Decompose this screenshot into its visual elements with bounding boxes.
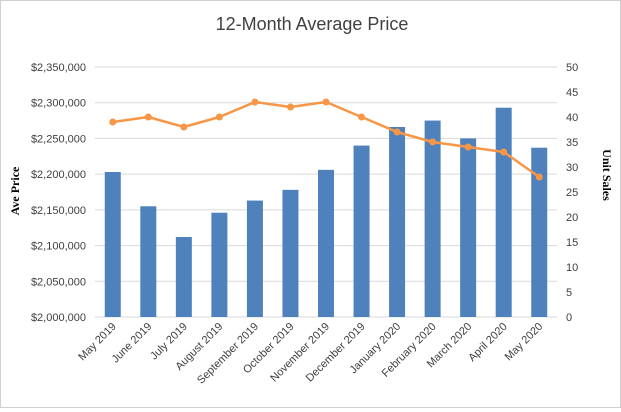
chart-title: 12-Month Average Price xyxy=(216,14,409,34)
bar xyxy=(318,169,334,317)
left-tick-label: $2,150,000 xyxy=(31,205,86,217)
right-tick-label: 50 xyxy=(566,62,578,74)
left-axis-title: Ave Price xyxy=(8,166,22,215)
right-tick-label: 0 xyxy=(566,312,572,324)
bar xyxy=(353,145,370,317)
line-series xyxy=(109,98,543,181)
left-tick-label: $2,300,000 xyxy=(31,98,86,110)
bar xyxy=(531,147,548,317)
bar xyxy=(495,107,512,317)
bar xyxy=(460,138,477,317)
left-tick-label: $2,250,000 xyxy=(31,133,86,145)
right-axis-title: Unit Sales xyxy=(600,149,614,201)
line-point xyxy=(429,138,437,146)
line-point xyxy=(500,148,508,156)
bar-series xyxy=(104,107,548,317)
bar xyxy=(211,212,228,317)
left-tick-label: $2,200,000 xyxy=(31,169,86,181)
right-axis-ticks: 0 5 10 15 20 25 30 35 40 45 50 xyxy=(566,62,578,324)
right-tick-label: 20 xyxy=(566,212,578,224)
x-tick-label: April 2020 xyxy=(466,321,510,365)
line-point xyxy=(358,113,366,121)
x-tick-label: September 2019 xyxy=(195,321,261,387)
right-tick-label: 25 xyxy=(566,187,578,199)
left-axis-ticks: $2,000,000 $2,050,000 $2,100,000 $2,150,000… xyxy=(31,62,86,324)
line-point xyxy=(109,118,117,126)
left-tick-label: $2,000,000 xyxy=(31,312,86,324)
line-point xyxy=(535,173,543,181)
line-point xyxy=(286,103,294,111)
line-point xyxy=(180,123,188,131)
right-tick-label: 5 xyxy=(566,287,572,299)
line-point xyxy=(393,128,401,136)
bar xyxy=(140,206,157,317)
bar xyxy=(282,189,299,317)
bar xyxy=(389,127,406,317)
bar xyxy=(104,172,121,317)
right-tick-label: 35 xyxy=(566,137,578,149)
left-tick-label: $2,100,000 xyxy=(31,241,86,253)
bar xyxy=(246,200,263,317)
bar xyxy=(175,237,192,317)
x-tick-label: May 2020 xyxy=(503,321,546,364)
line-point xyxy=(251,98,259,106)
line-point xyxy=(322,98,330,106)
left-tick-label: $2,050,000 xyxy=(31,276,86,288)
line-point xyxy=(144,113,152,121)
line-point xyxy=(215,113,223,121)
right-tick-label: 40 xyxy=(566,112,578,124)
right-tick-label: 45 xyxy=(566,87,578,99)
right-tick-label: 10 xyxy=(566,262,578,274)
bar xyxy=(424,120,441,317)
right-tick-label: 15 xyxy=(566,237,578,249)
right-tick-label: 30 xyxy=(566,162,578,174)
line-point xyxy=(464,143,472,151)
left-tick-label: $2,350,000 xyxy=(31,62,86,74)
